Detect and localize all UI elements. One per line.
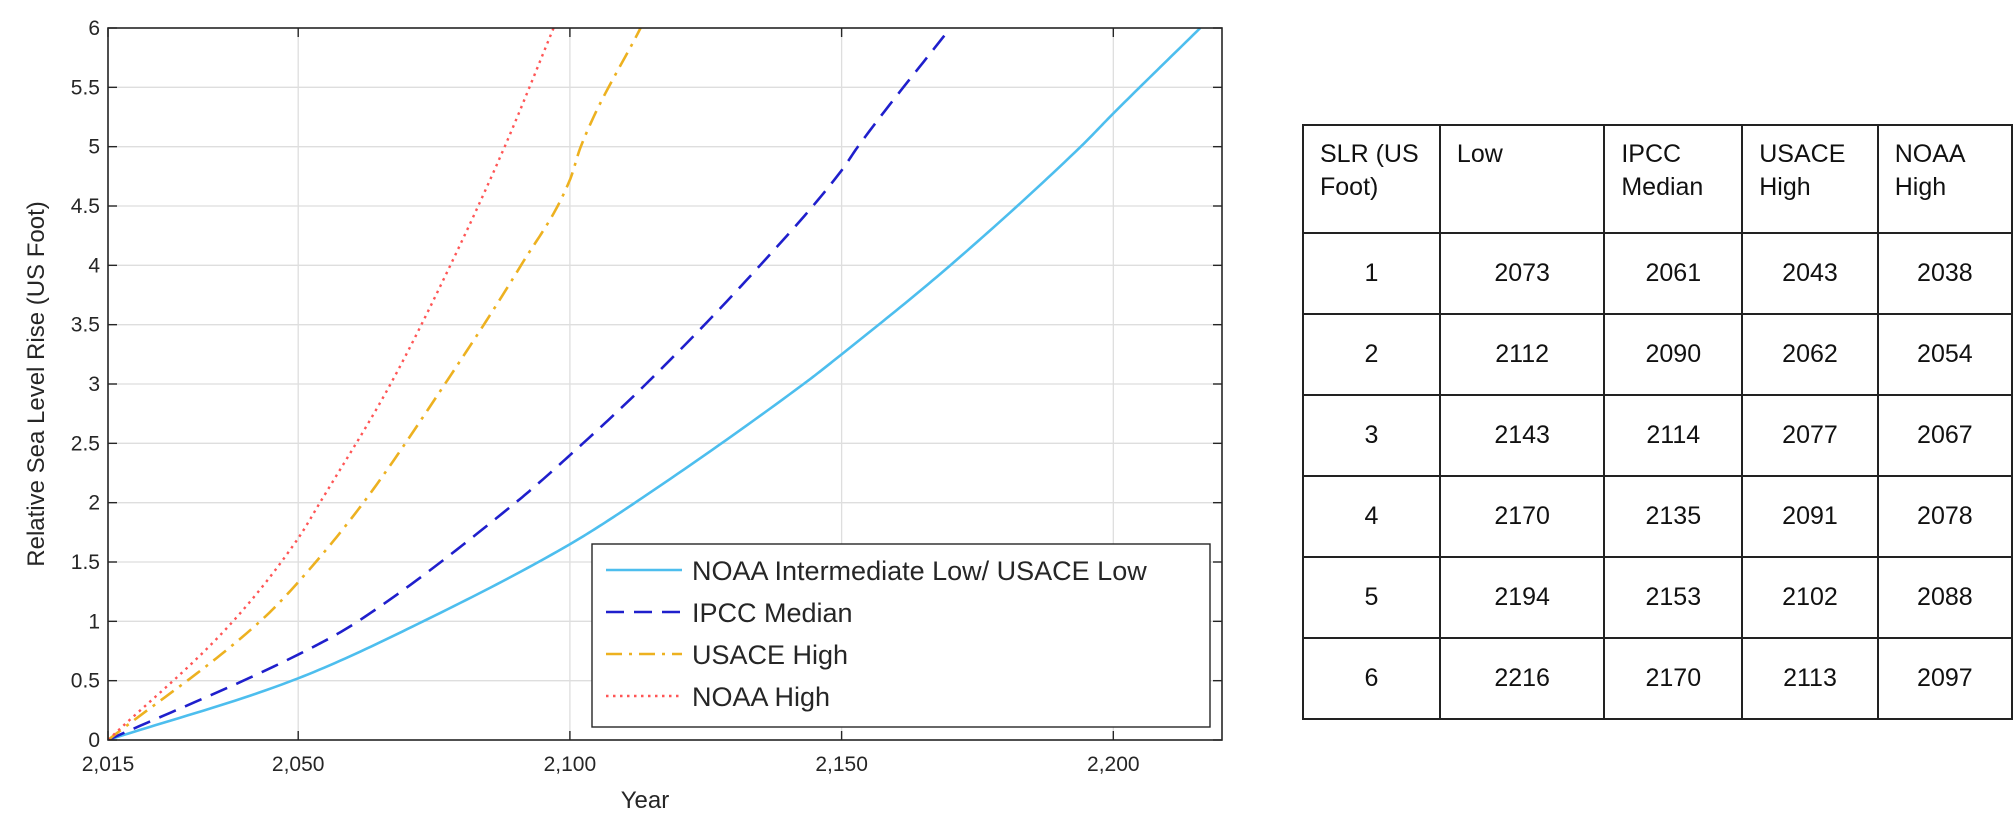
table-cell: 2061 (1603, 232, 1744, 315)
table-cell: 2043 (1741, 232, 1879, 315)
table-cell: 2112 (1438, 313, 1606, 396)
y-tick-label: 0 (88, 729, 100, 752)
y-axis-title: Relative Sea Level Rise (US Foot) (23, 201, 50, 566)
y-tick-label: 0.5 (71, 670, 100, 693)
x-tick-label: 2,015 (82, 753, 135, 776)
table-cell: 2091 (1741, 475, 1879, 558)
legend-label-1: IPCC Median (692, 598, 853, 628)
table-row: 2 2112 2090 2062 2054 (1302, 313, 2013, 396)
table-cell: 6 (1302, 637, 1441, 720)
table-cell: 2170 (1438, 475, 1606, 558)
table-header-row: SLR (US Foot) Low IPCC Median USACE High NO… (1302, 124, 2013, 234)
y-tick-label: 2.5 (71, 432, 100, 455)
table-cell: 2067 (1876, 394, 2013, 477)
header-usace-high: USACE High (1741, 124, 1879, 234)
table-row: 4 2170 2135 2091 2078 (1302, 475, 2013, 558)
table-cell: 2078 (1876, 475, 2013, 558)
header-slr: SLR (US Foot) (1302, 124, 1441, 234)
y-tick-label: 2 (88, 492, 100, 515)
y-tick-label: 3 (88, 373, 100, 396)
y-tick-label: 5.5 (71, 76, 100, 99)
table-row: 6 2216 2170 2113 2097 (1302, 637, 2013, 720)
table-cell: 2 (1302, 313, 1441, 396)
header-low: Low (1438, 124, 1606, 234)
table-cell: 4 (1302, 475, 1441, 558)
table-cell: 3 (1302, 394, 1441, 477)
y-tick-label: 4 (88, 254, 100, 277)
x-tick-label: 2,150 (815, 753, 868, 776)
sea-level-rise-chart: 2,015 2,050 2,100 2,150 2,200 0 0.5 1 1.5 2 2.5 3 3.… (23, 17, 1223, 814)
table-cell: 2088 (1876, 556, 2013, 639)
legend-box (591, 543, 1211, 728)
table-cell: 2143 (1438, 394, 1606, 477)
table-cell: 2113 (1741, 637, 1879, 720)
table-cell: 1 (1302, 232, 1441, 315)
series-line-1 (108, 28, 952, 740)
slr-year-table: SLR (US Foot) Low IPCC Median USACE High NO… (1302, 124, 2013, 720)
y-tick-label: 4.5 (71, 195, 100, 218)
chart-canvas: 2,015 2,050 2,100 2,150 2,200 0 0.5 1 1.5 2 2.5 3 3.… (23, 17, 1223, 814)
table-cell: 2114 (1603, 394, 1744, 477)
table-row: 3 2143 2114 2077 2067 (1302, 394, 2013, 477)
y-tick-label: 3.5 (71, 314, 100, 337)
series-line-0 (108, 28, 1202, 740)
x-tick-label: 2,100 (544, 753, 597, 776)
x-axis-title: Year (621, 787, 670, 814)
table-cell: 2170 (1603, 637, 1744, 720)
x-tick-label: 2,050 (272, 753, 325, 776)
header-ipcc-median: IPCC Median (1603, 124, 1744, 234)
table-row: 1 2073 2061 2043 2038 (1302, 232, 2013, 315)
y-tick-label: 5 (88, 136, 100, 159)
table-cell: 2054 (1876, 313, 2013, 396)
table-cell: 2194 (1438, 556, 1606, 639)
legend-label-0: NOAA Intermediate Low/ USACE Low (692, 556, 1147, 586)
table-cell: 2216 (1438, 637, 1606, 720)
table-cell: 5 (1302, 556, 1441, 639)
slr-year-table-container: SLR (US Foot) Low IPCC Median USACE High NO… (1302, 124, 2013, 720)
table-cell: 2090 (1603, 313, 1744, 396)
table-cell: 2038 (1876, 232, 2013, 315)
header-noaa-high: NOAA High (1876, 124, 2013, 234)
series-line-2 (108, 28, 642, 740)
table-cell: 2062 (1741, 313, 1879, 396)
table-row: 5 2194 2153 2102 2088 (1302, 556, 2013, 639)
x-tick-label: 2,200 (1087, 753, 1140, 776)
table-cell: 2135 (1603, 475, 1744, 558)
legend-label-2: USACE High (692, 640, 848, 670)
table-cell: 2097 (1876, 637, 2013, 720)
table-cell: 2153 (1603, 556, 1744, 639)
y-tick-label: 1.5 (71, 551, 100, 574)
table-cell: 2102 (1741, 556, 1879, 639)
table-cell: 2073 (1438, 232, 1606, 315)
table-cell: 2077 (1741, 394, 1879, 477)
y-tick-label: 1 (88, 610, 100, 633)
legend-label-3: NOAA High (692, 682, 830, 712)
y-tick-label: 6 (88, 17, 100, 40)
